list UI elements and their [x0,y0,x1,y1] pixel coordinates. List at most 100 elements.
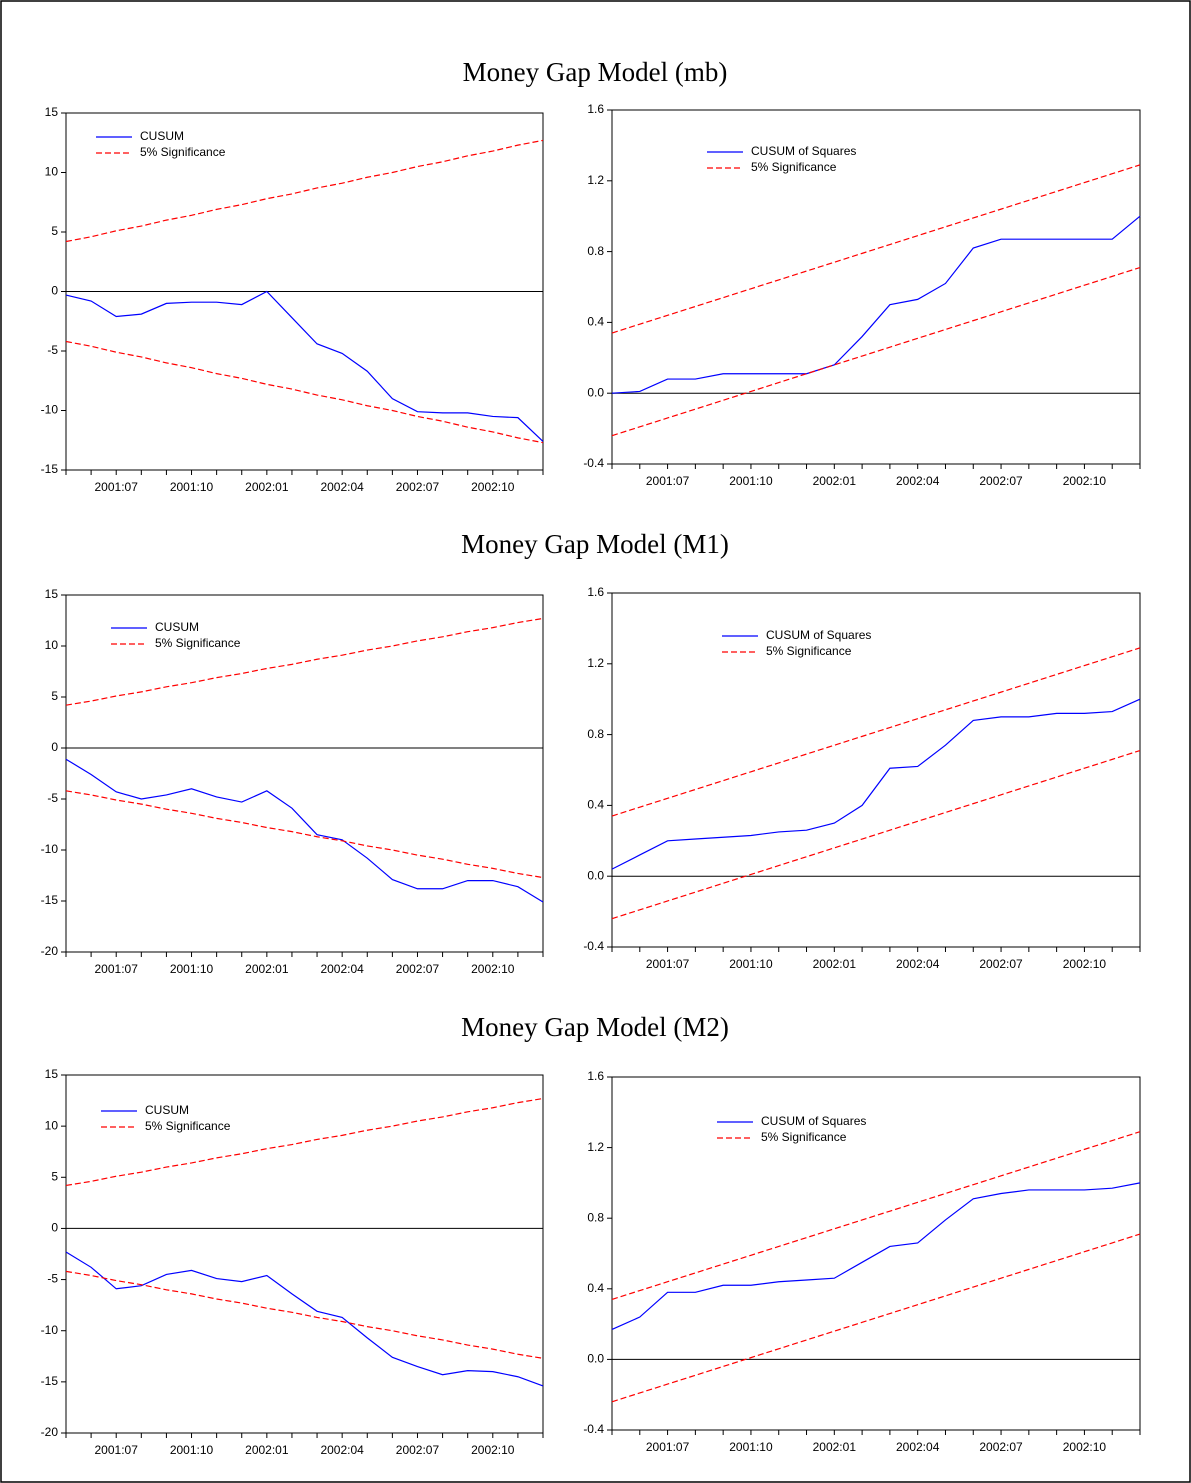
x-tick-label: 2002:10 [471,962,515,976]
series-line [611,1131,1141,1300]
y-tick-label: 1.6 [587,585,604,599]
x-tick-label: 2001:07 [95,480,139,494]
x-tick-label: 2002:04 [896,1440,940,1454]
series-line [65,1251,544,1387]
y-tick-label: 0.8 [587,244,604,258]
legend-label: 5% Significance [766,644,852,658]
y-tick-label: -20 [41,944,59,958]
legend-label: CUSUM [145,1103,189,1117]
y-tick-label: -5 [47,791,58,805]
y-tick-label: 0 [51,1221,58,1235]
y-tick-label: 0.4 [587,315,604,329]
y-tick-label: 1.2 [587,1140,604,1154]
y-tick-label: -15 [41,893,59,907]
y-tick-label: -5 [47,343,58,357]
plot-frame [65,1074,544,1434]
x-tick-label: 2001:07 [646,474,690,488]
y-tick-label: 15 [45,105,59,119]
y-tick-label: 0.4 [587,1281,604,1295]
x-tick-label: 2002:07 [396,1443,440,1457]
y-tick-label: -0.4 [583,1422,604,1436]
x-tick-label: 2002:01 [245,1443,289,1457]
y-tick-label: 0.8 [587,1210,604,1224]
series-line [611,1233,1141,1403]
x-tick-label: 2002:07 [396,962,440,976]
chart-title: Money Gap Model (M2) [461,1012,729,1042]
x-tick-label: 2002:01 [813,474,857,488]
x-tick-label: 2001:10 [729,474,773,488]
y-tick-label: -10 [41,403,59,417]
x-tick-label: 2002:04 [320,1443,364,1457]
series-line [65,290,544,442]
y-tick-label: -0.4 [583,456,604,470]
x-tick-label: 2002:07 [979,1440,1023,1454]
x-tick-label: 2002:01 [245,962,289,976]
x-tick-label: 2002:04 [320,962,364,976]
y-tick-label: 10 [45,638,59,652]
y-tick-label: 10 [45,1118,59,1132]
chart-title: Money Gap Model (M1) [461,529,729,559]
series-line [611,215,1141,394]
legend-label: 5% Significance [155,636,241,650]
y-tick-label: -20 [41,1425,59,1439]
y-tick-label: 0.0 [587,1352,604,1366]
legend-label: 5% Significance [761,1130,847,1144]
y-tick-label: 15 [45,1067,59,1081]
series-line [611,266,1141,437]
series-line [65,139,544,243]
x-tick-label: 2002:01 [813,957,857,971]
x-tick-label: 2002:07 [979,957,1023,971]
series-line [611,164,1141,334]
x-tick-label: 2002:07 [979,474,1023,488]
series-line [611,698,1141,870]
legend-label: CUSUM of Squares [751,144,856,158]
x-tick-label: 2001:10 [170,480,214,494]
series-line [611,749,1141,920]
x-tick-label: 2001:10 [170,1443,214,1457]
y-tick-label: 0.0 [587,868,604,882]
x-tick-label: 2002:01 [245,480,289,494]
y-tick-label: 15 [45,587,59,601]
y-tick-label: -15 [41,462,59,476]
y-tick-label: 0.8 [587,727,604,741]
y-tick-label: -5 [47,1272,58,1286]
legend-label: 5% Significance [145,1119,231,1133]
plot-frame [65,594,544,953]
y-tick-label: 0.0 [587,385,604,399]
x-tick-label: 2001:10 [170,962,214,976]
plot-frame [611,592,1141,948]
chart-title: Money Gap Model (mb) [463,57,728,87]
x-tick-label: 2002:01 [813,1440,857,1454]
y-tick-label: 1.2 [587,656,604,670]
legend-label: 5% Significance [751,160,837,174]
y-tick-label: 0 [51,740,58,754]
y-tick-label: -0.4 [583,939,604,953]
y-tick-label: 0 [51,284,58,298]
y-tick-label: 1.6 [587,1069,604,1083]
series-line [65,758,544,903]
y-tick-label: 0.4 [587,798,604,812]
y-tick-label: 5 [51,224,58,238]
y-tick-label: 5 [51,1169,58,1183]
legend-label: 5% Significance [140,145,226,159]
legend-label: CUSUM of Squares [766,628,871,642]
plot-frame [611,1076,1141,1431]
x-tick-label: 2002:04 [320,480,364,494]
x-tick-label: 2001:07 [646,1440,690,1454]
plot-frame [611,109,1141,465]
legend-label: CUSUM of Squares [761,1114,866,1128]
y-tick-label: 1.2 [587,173,604,187]
x-tick-label: 2002:10 [471,1443,515,1457]
x-tick-label: 2001:10 [729,1440,773,1454]
y-tick-label: 5 [51,689,58,703]
x-tick-label: 2001:07 [646,957,690,971]
x-tick-label: 2002:10 [1063,1440,1107,1454]
x-tick-label: 2002:10 [1063,957,1107,971]
x-tick-label: 2002:07 [396,480,440,494]
y-tick-label: -15 [41,1374,59,1388]
legend-label: CUSUM [155,620,199,634]
y-tick-label: 1.6 [587,102,604,116]
